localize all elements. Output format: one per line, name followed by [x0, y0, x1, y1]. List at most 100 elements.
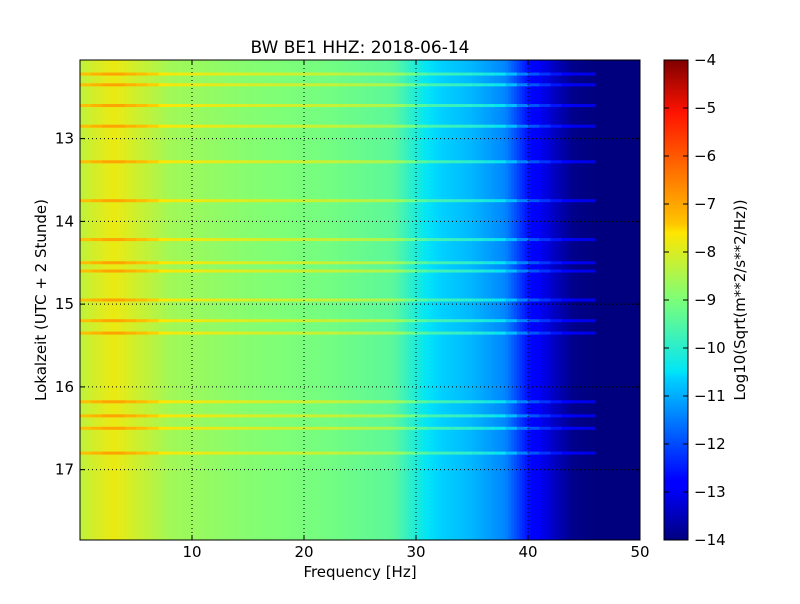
spectrogram-band: [113, 414, 126, 418]
spectrogram-band: [550, 269, 562, 273]
spectrogram-band: [337, 269, 350, 273]
spectrogram-band: [584, 261, 596, 265]
spectrogram-band: [248, 238, 260, 242]
spectrogram-band: [236, 72, 249, 76]
spectrogram-band: [292, 414, 305, 418]
spectrogram-band: [516, 269, 529, 273]
spectrogram-band: [80, 414, 92, 418]
spectrogram-band: [292, 199, 305, 203]
spectrogram-band: [550, 199, 562, 203]
spectrogram-band: [337, 400, 350, 404]
spectrogram-band: [494, 72, 506, 76]
spectrogram-band: [113, 269, 126, 273]
spectrogram-band: [528, 124, 540, 128]
spectrogram-band: [393, 261, 406, 265]
spectrogram-band: [382, 72, 394, 76]
spectrogram-band: [136, 400, 148, 404]
spectrogram-band: [158, 124, 170, 128]
spectrogram-band: [203, 426, 215, 430]
spectrogram-band: [427, 319, 439, 323]
spectrogram-band: [572, 238, 585, 242]
x-tick-label: 50: [630, 543, 649, 561]
spectrogram-band: [360, 400, 372, 404]
spectrogram-band: [360, 426, 372, 430]
spectrogram-column: [612, 60, 616, 540]
spectrogram-band: [516, 199, 529, 203]
spectrogram-band: [561, 298, 574, 302]
spectrogram-band: [337, 414, 350, 418]
spectrogram-band: [91, 238, 103, 242]
spectrogram-band: [348, 426, 361, 430]
spectrogram-band: [460, 414, 473, 418]
spectrogram-band: [528, 331, 540, 335]
spectrogram-band: [304, 104, 316, 108]
spectrogram-band: [281, 238, 294, 242]
spectrogram-band: [203, 269, 215, 273]
spectrogram-band: [124, 261, 137, 265]
spectrogram-band: [304, 199, 316, 203]
spectrogram-band: [169, 298, 182, 302]
spectrogram-band: [158, 160, 170, 164]
spectrogram-band: [102, 199, 114, 203]
spectrogram-band: [337, 261, 350, 265]
spectrogram-band: [292, 124, 305, 128]
spectrogram-band: [80, 426, 92, 430]
spectrogram-band: [259, 331, 271, 335]
spectrogram-band: [393, 199, 406, 203]
spectrogram-band: [292, 331, 305, 335]
spectrogram-band: [427, 238, 439, 242]
spectrogram-band: [561, 124, 574, 128]
spectrogram-band: [158, 269, 170, 273]
spectrogram-band: [113, 83, 126, 87]
spectrogram-band: [416, 269, 428, 273]
spectrogram-band: [124, 199, 137, 203]
spectrogram-band: [572, 269, 585, 273]
spectrogram-band: [393, 124, 406, 128]
spectrogram-band: [348, 451, 361, 455]
spectrogram-band: [180, 298, 193, 302]
spectrogram-band: [248, 426, 260, 430]
spectrogram-band: [516, 160, 529, 164]
spectrogram-band: [281, 261, 294, 265]
spectrogram-band: [259, 261, 271, 265]
spectrogram-band: [561, 238, 574, 242]
y-tick-label: 16: [55, 378, 74, 396]
spectrogram-band: [360, 124, 372, 128]
spectrogram-band: [528, 238, 540, 242]
spectrogram-band: [80, 319, 92, 323]
spectrogram-band: [371, 400, 383, 404]
spectrogram-band: [304, 319, 316, 323]
spectrogram-band: [315, 319, 327, 323]
spectrogram-band: [304, 124, 316, 128]
spectrogram-band: [203, 238, 215, 242]
spectrogram-band: [102, 83, 114, 87]
spectrogram-band: [449, 269, 462, 273]
spectrogram-band: [113, 160, 126, 164]
spectrogram-band: [550, 298, 562, 302]
spectrogram-band: [584, 269, 596, 273]
spectrogram-band: [382, 451, 394, 455]
spectrogram-band: [404, 451, 417, 455]
spectrogram-band: [158, 298, 170, 302]
spectrogram-band: [438, 124, 450, 128]
spectrogram-band: [281, 124, 294, 128]
spectrogram-band: [382, 414, 394, 418]
spectrogram-band: [214, 124, 226, 128]
spectrogram-band: [404, 400, 417, 404]
spectrogram-band: [203, 331, 215, 335]
spectrogram-band: [136, 298, 148, 302]
spectrogram-band: [550, 414, 562, 418]
spectrogram-band: [281, 414, 294, 418]
spectrogram-band: [248, 104, 260, 108]
spectrogram-band: [584, 414, 596, 418]
spectrogram-band: [169, 319, 182, 323]
spectrogram-band: [393, 238, 406, 242]
spectrogram-band: [483, 160, 495, 164]
spectrogram-band: [124, 104, 137, 108]
spectrogram-band: [236, 261, 249, 265]
spectrogram-band: [360, 238, 372, 242]
spectrogram-band: [483, 414, 495, 418]
spectrogram-band: [550, 331, 562, 335]
spectrogram-band: [80, 451, 92, 455]
